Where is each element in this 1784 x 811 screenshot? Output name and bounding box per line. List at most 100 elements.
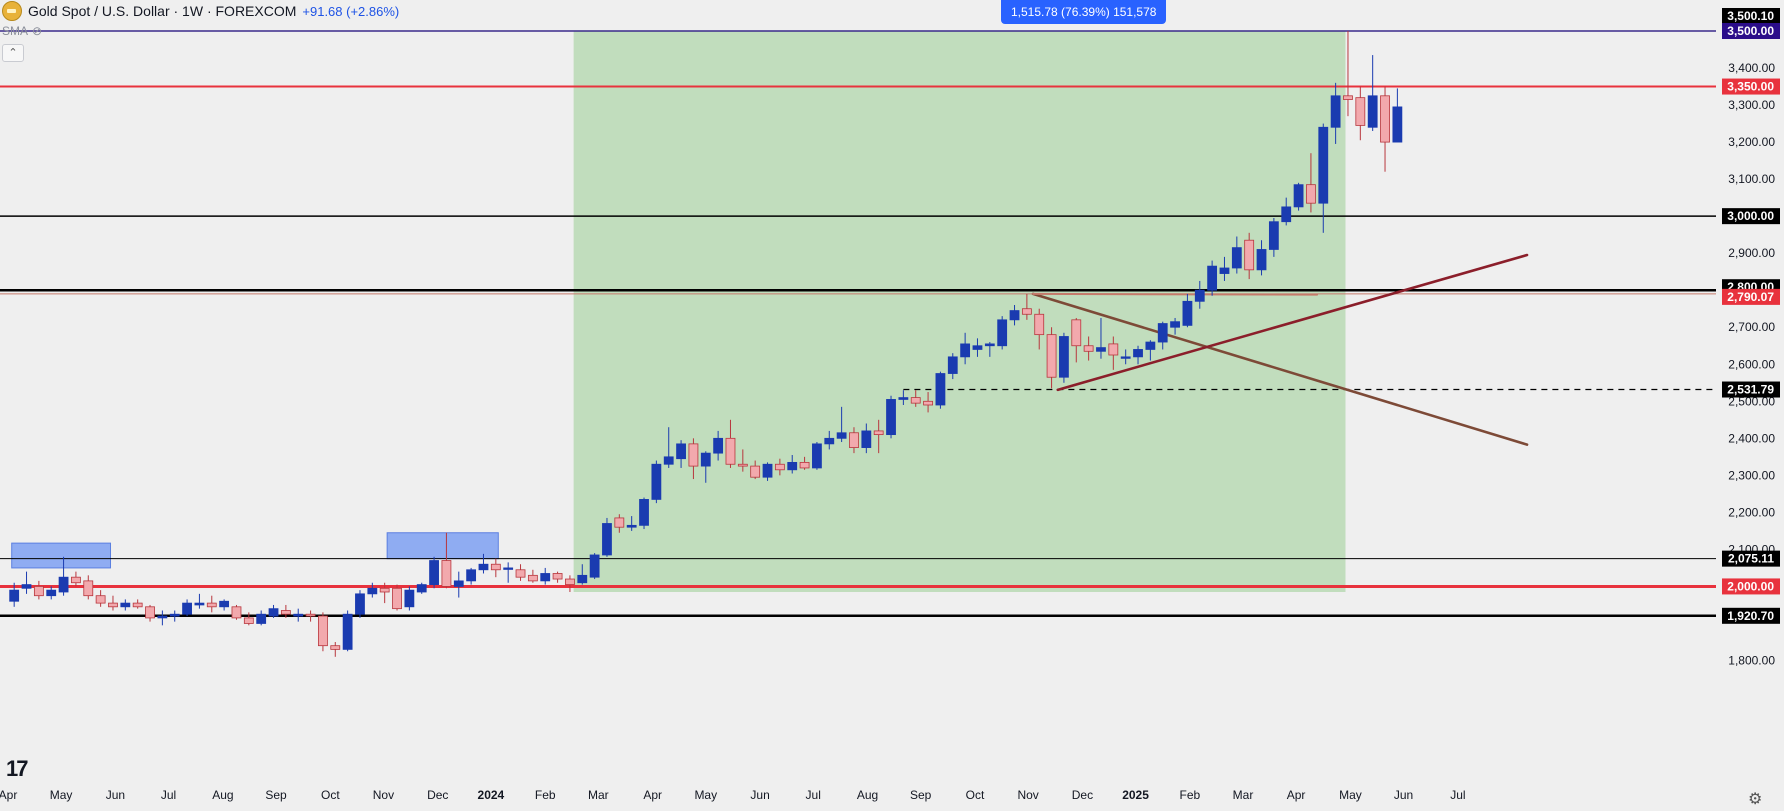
candle-93 [1157,321,1168,350]
time-tick-label: Feb [535,788,556,802]
candle-80 [997,316,1008,350]
candle-body [441,560,452,587]
candle-13 [169,610,180,622]
candle-92 [1145,340,1156,361]
candle-58 [725,419,736,468]
price-tick-label: 2,400.00 [1728,431,1775,445]
candle-body [824,437,835,445]
candle-body [145,606,155,619]
top-price-label-bg [1722,8,1780,24]
candle-body [861,430,872,448]
candle-body [700,452,711,467]
time-axis[interactable]: Apr May Jun Jul Aug Sep Oct Nov Dec 2024 Feb Mar Apr… [0,788,1466,802]
candle-body [515,569,526,578]
candle-29 [367,582,378,598]
candle-body [429,560,439,585]
level-label-1: 3,350.00 [1727,80,1774,94]
candle-body [219,600,230,608]
candle-body [1096,347,1106,352]
candle-17 [219,599,230,611]
candle-22 [280,604,291,618]
time-tick-label: Sep [265,788,287,802]
candle-94 [1170,317,1180,335]
candle-body [676,443,686,460]
time-tick-label: Nov [373,788,394,802]
candle-body [762,463,773,478]
candle-body [812,443,822,469]
candle-body [194,602,205,606]
level-label-7: 2,000.00 [1727,579,1774,593]
price-tick-label: 2,300.00 [1728,468,1775,482]
candle-body [799,461,810,469]
candle-96 [1194,280,1205,309]
candle-9 [120,599,131,611]
candle-body [305,613,316,617]
candle-18 [231,604,242,620]
level-label-7-bg [1722,578,1780,595]
candle-body [206,602,217,608]
collapse-button[interactable]: ⌃ [2,44,24,62]
candle-body [1207,265,1218,291]
candle-body [1145,341,1156,350]
time-tick-label: Aug [212,788,233,802]
candle-64 [799,456,810,470]
candle-82 [1021,293,1032,320]
candle-body [1380,95,1390,143]
sma-indicator[interactable]: SMA ⊘ [2,24,42,38]
gear-icon[interactable]: ⚙ [1748,791,1763,808]
price-tick-label: 2,500.00 [1728,394,1775,408]
candle-89 [1108,336,1119,370]
candle-body [342,613,353,650]
candle-49 [614,514,625,533]
candle-48 [602,517,612,557]
candle-15 [194,593,205,609]
candle-body [527,574,538,582]
top-price-label: 3,500.10 [1727,9,1774,23]
candle-body [651,463,662,500]
candle-56 [700,451,711,483]
candle-body [898,397,909,400]
candle-body [33,586,44,597]
candle-body [540,573,551,582]
candle-body [1343,95,1353,100]
time-tick-label: Oct [966,788,985,802]
candle-body [416,584,427,593]
candle-body [132,602,143,608]
candle-body [9,589,20,602]
candle-46 [577,564,588,585]
candle-body [318,615,328,647]
candle-78 [972,338,983,357]
candle-19 [243,612,254,626]
candle-47 [589,553,600,580]
candle-51 [639,497,649,530]
price-tick-label: 1,800.00 [1728,654,1775,668]
candle-25 [318,612,328,652]
symbol-title[interactable]: Gold Spot / U.S. Dollar · 1W · FOREXCOM [28,3,297,19]
candle-57 [713,430,724,461]
price-tick-label: 2,700.00 [1728,320,1775,334]
level-labels-layer: 3,500.103,500.003,350.003,000.002,800.00… [1722,8,1780,624]
candle-84 [1046,327,1057,389]
candle-body [1281,206,1292,223]
candle-69 [861,423,872,454]
eye-off-icon[interactable]: ⊘ [32,24,43,38]
time-tick-label: Mar [588,788,609,802]
trendline-2 [1032,292,1319,296]
gold-logo-icon [2,1,22,21]
tradingview-logo-icon[interactable]: 17 [6,756,29,781]
candle-body [490,563,501,571]
time-tick-label: Apr [643,788,662,802]
candle-108 [1343,31,1353,117]
candle-body [774,463,785,471]
candle-body [750,465,761,478]
candle-65 [812,442,822,470]
trendline-0 [1031,292,1529,446]
candle-60 [750,460,761,480]
level-label-0: 3,500.00 [1727,24,1774,38]
candle-body [1194,289,1205,302]
candle-body [910,397,921,404]
time-tick-label: Jul [806,788,821,802]
candle-body [1293,184,1304,208]
candle-74 [923,392,933,413]
